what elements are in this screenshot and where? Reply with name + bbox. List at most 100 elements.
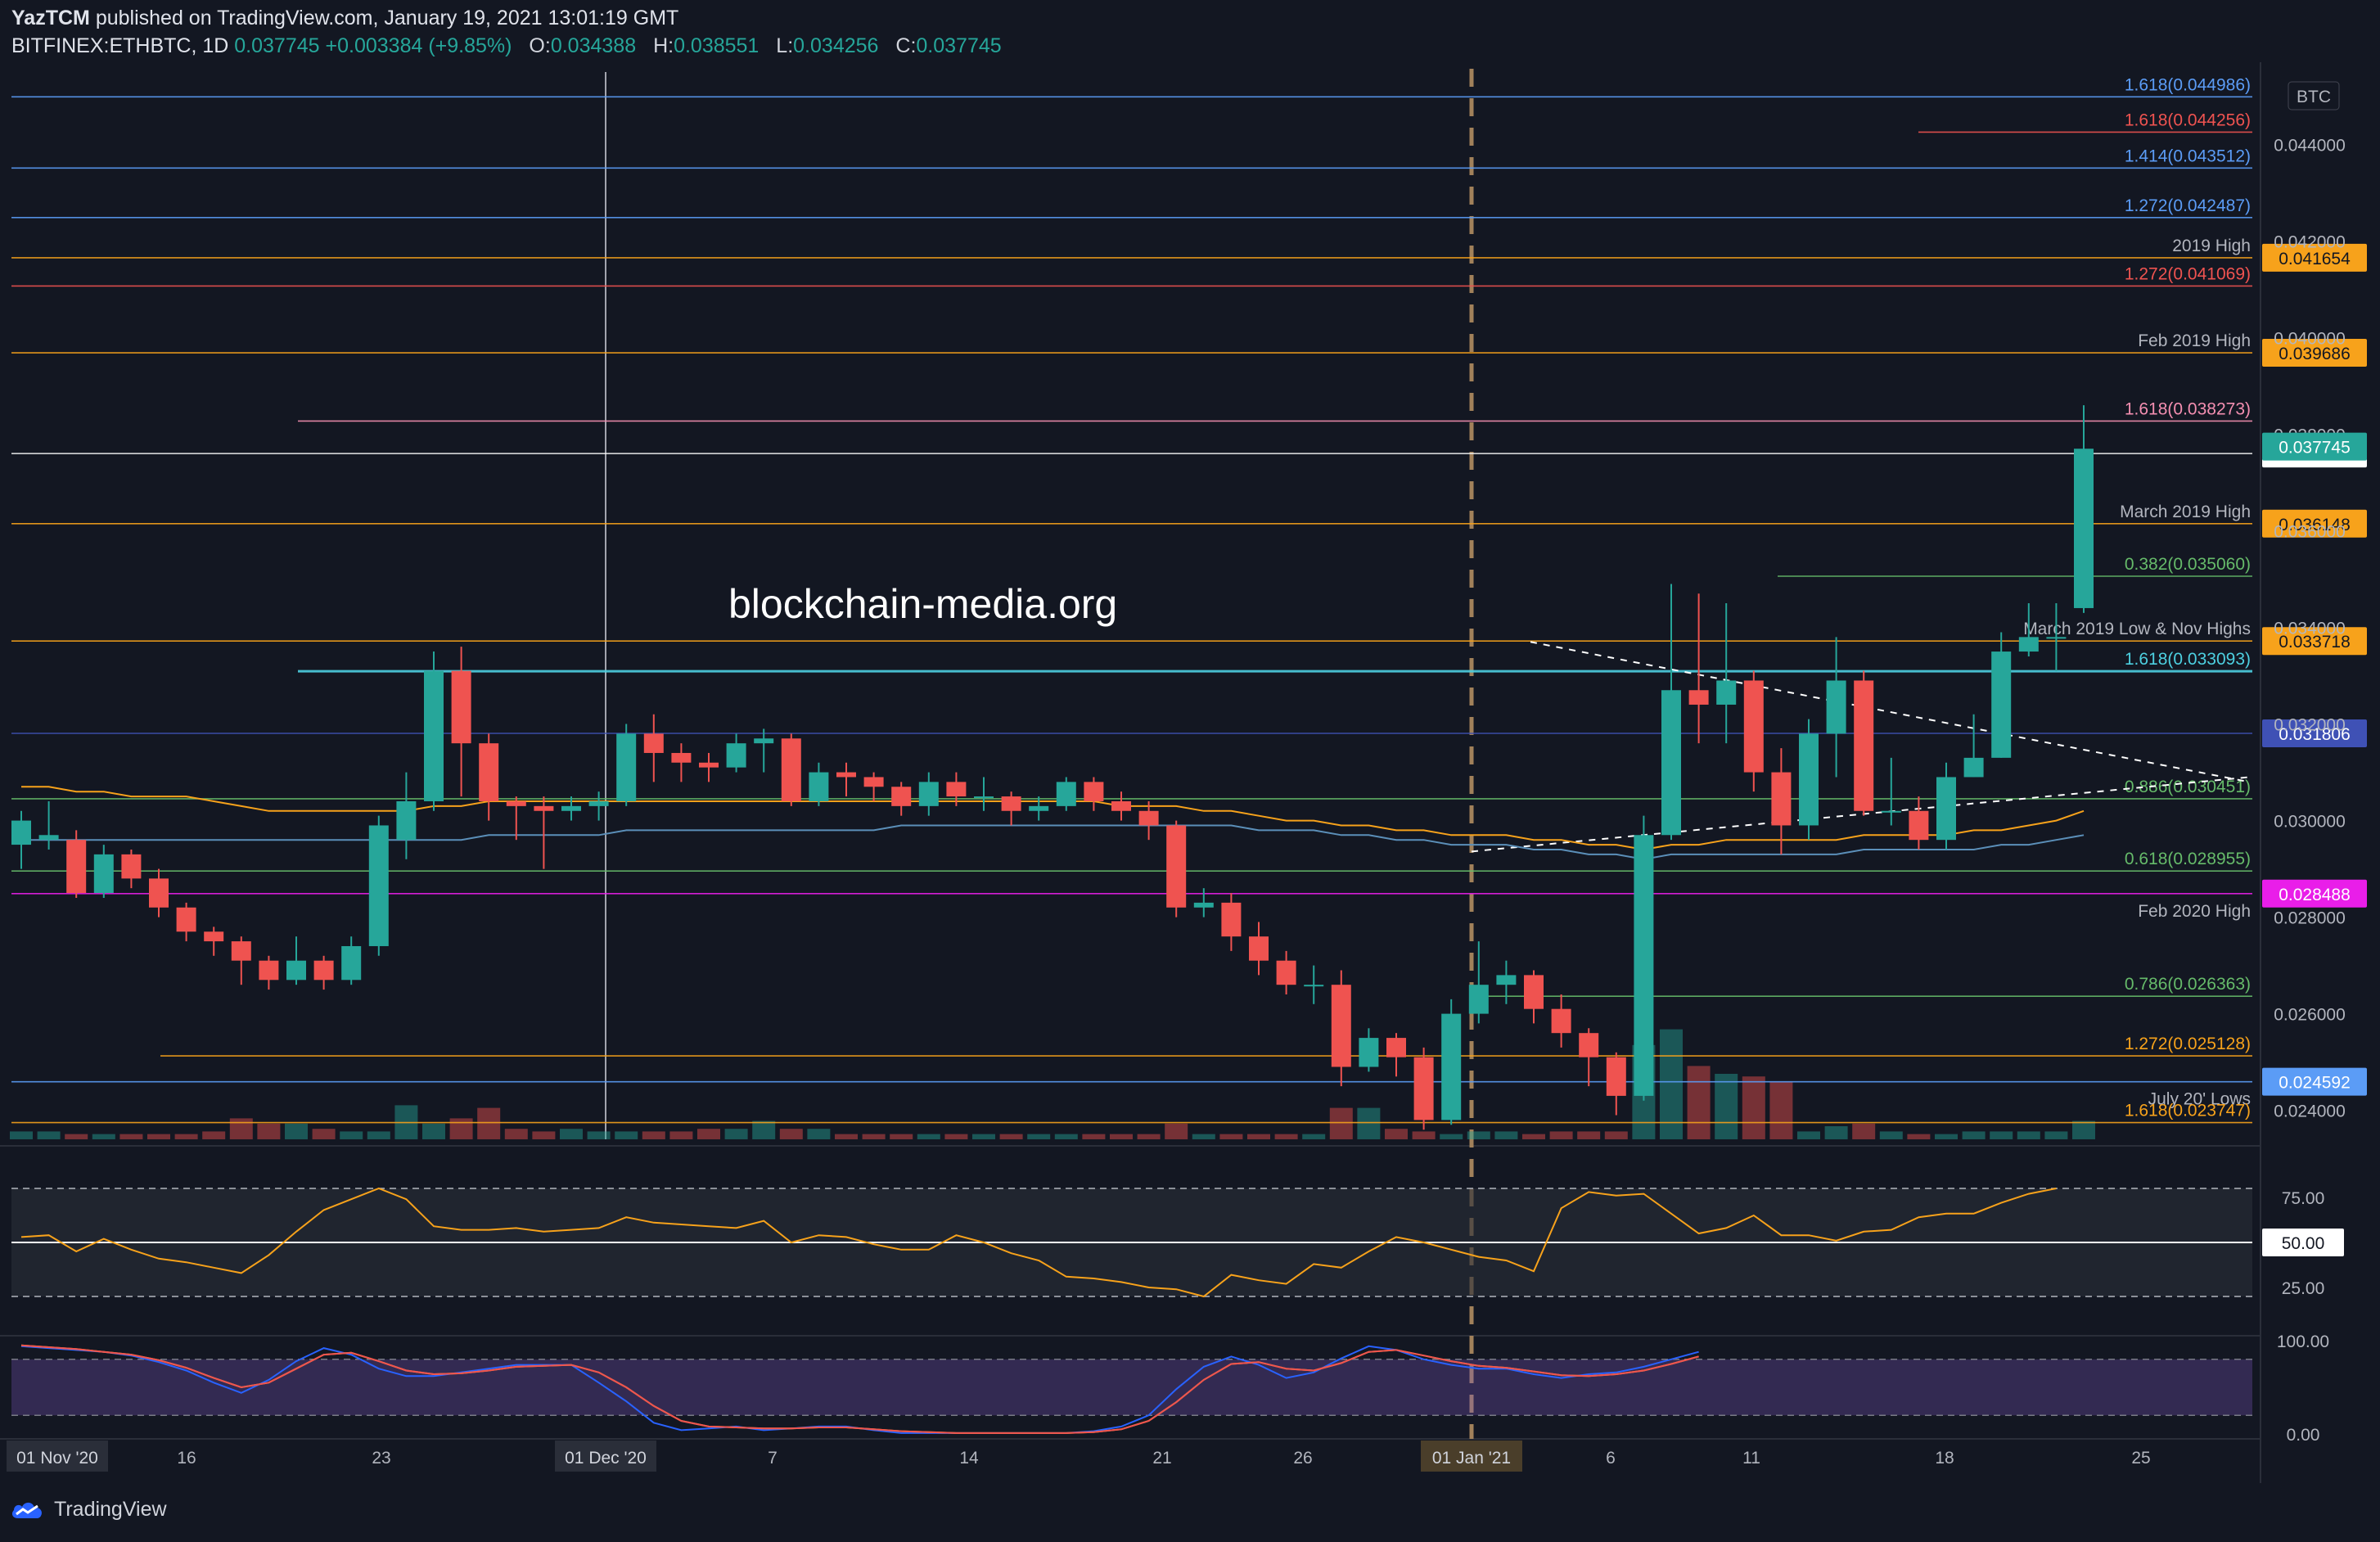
- volume-bar: [1742, 1076, 1765, 1139]
- candle-body: [368, 825, 389, 946]
- high-label: H:: [653, 34, 674, 57]
- level-label: 1.272(0.041069): [2125, 264, 2251, 283]
- candle-body: [1936, 777, 1956, 841]
- candle-body: [974, 796, 994, 799]
- level-label: Feb 2019 High: [2138, 331, 2251, 350]
- price-axis-tick: 0.040000: [2274, 330, 2346, 349]
- volume-bar: [1604, 1131, 1628, 1139]
- level-label: 0.382(0.035060): [2125, 555, 2251, 574]
- stoch-band: [11, 1359, 2252, 1416]
- volume-bar: [202, 1131, 226, 1139]
- candle-body: [1111, 800, 1131, 811]
- rsi-line: [20, 1187, 2057, 1298]
- volume-bar: [1329, 1107, 1353, 1139]
- level-label: Feb 2020 High: [2138, 902, 2251, 921]
- time-axis-tick: 11: [1742, 1449, 1760, 1468]
- time-axis-tick: 26: [1293, 1449, 1312, 1468]
- candle-body: [396, 800, 417, 841]
- candle-body: [11, 820, 31, 845]
- candle-body: [1551, 1008, 1571, 1034]
- symbol-label[interactable]: BITFINEX:ETHBTC, 1D: [11, 34, 229, 57]
- level-label: 1.414(0.043512): [2125, 147, 2251, 165]
- tradingview-cloud-icon: [11, 1502, 43, 1518]
- author-name[interactable]: YazTCM: [11, 7, 90, 29]
- candle-body: [836, 772, 856, 778]
- candle-body: [231, 941, 251, 961]
- candle-body: [2018, 637, 2039, 652]
- volume-bar: [1137, 1134, 1161, 1139]
- sma-line-orange: [21, 786, 2085, 851]
- volume-bar: [1907, 1134, 1931, 1139]
- time-axis-tick: 18: [1935, 1449, 1954, 1468]
- volume-bar: [1990, 1131, 2013, 1139]
- chart-header: YazTCM published on TradingView.com, Jan…: [0, 0, 2380, 62]
- candle-body: [1963, 757, 1984, 778]
- candle-body: [1276, 960, 1296, 985]
- price-badge-text: 0.039686: [2279, 345, 2351, 363]
- volume-bar: [1247, 1134, 1270, 1139]
- rsi-axis-tick: 75.00: [2282, 1189, 2325, 1208]
- level-label: 2019 High: [2172, 237, 2251, 255]
- candle-body: [1799, 733, 1819, 826]
- candle-body: [891, 787, 912, 806]
- volume-bar: [669, 1131, 693, 1139]
- candle-body: [93, 854, 114, 894]
- volume-bar: [560, 1129, 583, 1139]
- price-badge-text: 0.041654: [2279, 250, 2351, 268]
- price-axis-tick: 0.026000: [2274, 1006, 2346, 1025]
- price-badge-text: 0.033718: [2279, 633, 2351, 652]
- tradingview-logo[interactable]: TradingView: [10, 1498, 167, 1522]
- candle-body: [918, 782, 939, 806]
- time-axis-badge: [7, 1441, 108, 1472]
- watermark-text: blockchain-media.org: [728, 581, 1117, 627]
- candle-body: [1854, 680, 1874, 811]
- candle-body: [1359, 1038, 1379, 1067]
- low-value: 0.034256: [793, 34, 879, 57]
- candle-body: [1909, 810, 1929, 841]
- time-axis-tick: 01 Jan '21: [1432, 1449, 1511, 1468]
- last-price-badge-text: 0.037745: [2279, 439, 2351, 458]
- candle-body: [1468, 985, 1489, 1014]
- level-label: 1.618(0.033093): [2125, 650, 2251, 669]
- volume-bar: [1549, 1131, 1573, 1139]
- candle-body: [534, 805, 554, 811]
- level-label: 0.786(0.026363): [2125, 975, 2251, 994]
- high-value: 0.038551: [674, 34, 760, 57]
- volume-bar: [1054, 1134, 1078, 1139]
- price-axis-tick: 0.034000: [2274, 620, 2346, 638]
- sma-line-blue: [21, 824, 2085, 860]
- candle-body: [1138, 810, 1159, 826]
- open-value: 0.034388: [550, 34, 637, 57]
- candle-body: [1193, 902, 1214, 908]
- volume-bar: [1715, 1074, 1738, 1139]
- time-axis-tick: 23: [372, 1449, 390, 1468]
- volume-bar: [92, 1134, 115, 1139]
- volume-bar: [1412, 1131, 1436, 1139]
- level-label: March 2019 Low & Nov Highs: [2023, 620, 2251, 638]
- candle-body: [259, 960, 279, 981]
- last-price-badge: [2262, 432, 2367, 461]
- candle-body: [1688, 690, 1709, 705]
- volume-bar: [779, 1129, 803, 1139]
- candle-body: [1029, 805, 1049, 811]
- volume-bar: [119, 1134, 143, 1139]
- candle-body: [616, 733, 637, 801]
- footer: TradingView: [0, 1483, 2380, 1542]
- volume-bar: [367, 1131, 390, 1139]
- volume-bar: [972, 1134, 995, 1139]
- time-axis-badge: [1421, 1441, 1522, 1472]
- time-axis-tick: 21: [1152, 1449, 1171, 1468]
- candle-body: [149, 878, 169, 908]
- published-text: published on TradingView.com, January 19…: [95, 7, 679, 29]
- candle-body: [1991, 652, 2012, 758]
- volume-bar: [504, 1129, 528, 1139]
- volume-bar: [1769, 1081, 1793, 1139]
- volume-bar: [944, 1134, 968, 1139]
- volume-bar: [862, 1134, 886, 1139]
- stoch-axis-tick: 0.00: [2287, 1426, 2320, 1445]
- volume-bar: [285, 1123, 308, 1139]
- candle-body: [313, 960, 334, 981]
- price-chart[interactable]: blockchain-media.org 1.618(0.044986) 1.618…: [0, 0, 2380, 1483]
- rsi-badge: [2262, 1229, 2344, 1256]
- volume-bar: [1522, 1134, 1545, 1139]
